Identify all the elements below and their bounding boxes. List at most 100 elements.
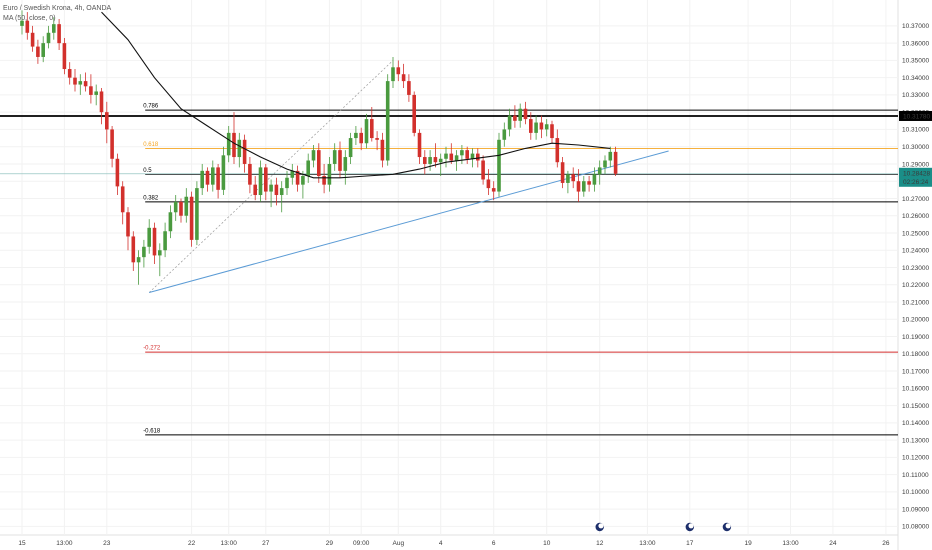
price-axis-bg <box>898 0 932 550</box>
candle-body <box>560 162 565 183</box>
candle-body <box>449 153 454 161</box>
candle-body <box>306 160 310 177</box>
candle-body <box>211 167 215 185</box>
candle-body <box>195 188 199 240</box>
current-price-tag <box>899 167 932 187</box>
candle-body <box>279 188 284 196</box>
y-tick-label: 10.22000 <box>902 282 929 289</box>
chart-legend: Euro / Swedish Krona, 4h, OANDA MA (50, … <box>3 4 111 24</box>
candle-body <box>110 129 114 159</box>
candle-body <box>343 157 348 171</box>
legend-indicator: MA (50, close, 0) <box>3 15 56 22</box>
x-tick-label: 27 <box>262 540 270 547</box>
candle-body <box>173 201 178 213</box>
candle-body <box>216 167 220 190</box>
candle-body <box>460 150 464 156</box>
event-marker-icon-highlight <box>688 523 694 529</box>
candle-body <box>52 24 56 33</box>
x-tick-label: 19 <box>744 540 752 547</box>
y-tick-label: 10.36000 <box>902 40 929 47</box>
legend-indicator-row: MA (50, close, 0) <box>3 14 111 24</box>
candle-body <box>502 129 507 140</box>
y-tick-label: 10.14000 <box>902 420 929 427</box>
candle-body <box>438 158 443 163</box>
candle-body <box>454 155 459 161</box>
candle-body <box>94 91 98 95</box>
x-tick-label: Aug <box>393 540 405 547</box>
candle-body <box>380 139 385 161</box>
candle-body <box>327 163 332 185</box>
candle-body <box>248 163 252 185</box>
y-tick-label: 10.15000 <box>902 403 929 410</box>
x-tick-label: 4 <box>439 540 443 547</box>
y-tick-label: 10.16000 <box>902 386 929 393</box>
candle-body <box>221 155 226 190</box>
y-tick-label: 10.08000 <box>902 524 929 531</box>
x-tick-label: 26 <box>882 540 890 547</box>
candle-body <box>370 119 374 139</box>
candle-body <box>152 227 157 256</box>
candle-body <box>295 170 300 185</box>
candle-body <box>147 227 151 247</box>
candle-body <box>359 132 363 144</box>
candle-body <box>433 157 438 163</box>
fib-level-label: 0.382 <box>143 195 159 201</box>
candle-body <box>301 176 305 185</box>
candle-body <box>332 150 337 164</box>
candle-body <box>242 139 247 164</box>
candle-body <box>507 115 512 130</box>
x-tick-label: 09:00 <box>353 540 370 547</box>
candle-body <box>83 81 88 87</box>
candle-body <box>550 124 554 139</box>
x-tick-label: 6 <box>492 540 496 547</box>
candle-body <box>226 132 231 156</box>
y-tick-label: 10.25000 <box>902 230 929 237</box>
candle-body <box>354 132 358 139</box>
x-tick-label: 24 <box>829 540 837 547</box>
candle-body <box>481 160 485 180</box>
current-price-label: 10.28428 <box>903 170 930 177</box>
candle-body <box>285 177 289 189</box>
candle-body <box>46 32 51 44</box>
y-tick-label: 10.11000 <box>902 472 929 479</box>
candle-body <box>205 170 210 185</box>
candle-body <box>534 122 538 133</box>
candle-body <box>30 32 35 47</box>
y-tick-label: 10.34000 <box>902 75 929 82</box>
candle-body <box>412 94 416 133</box>
x-tick-label: 13:00 <box>56 540 73 547</box>
candle-body <box>99 91 104 113</box>
candle-body <box>470 153 475 159</box>
candle-body <box>544 124 549 130</box>
candle-body <box>608 151 613 161</box>
candle-body <box>348 138 353 158</box>
y-tick-label: 10.20000 <box>902 317 929 324</box>
fib-level-label: -0.618 <box>143 428 161 434</box>
candle-body <box>200 170 204 189</box>
candle-body <box>513 115 517 121</box>
x-tick-label: 23 <box>103 540 111 547</box>
candle-body <box>115 158 120 187</box>
candle-body <box>465 150 469 159</box>
ma-50-line <box>101 11 611 179</box>
candle-body <box>407 81 411 95</box>
candle-body <box>232 132 236 158</box>
candle-body <box>78 81 83 85</box>
candle-body <box>592 174 597 185</box>
candle-body <box>274 184 279 196</box>
candle-body <box>184 196 189 216</box>
candle-body <box>317 150 321 177</box>
candle-body <box>62 43 67 70</box>
candle-body <box>258 167 263 196</box>
candle-body <box>428 157 432 164</box>
y-tick-label: 10.19000 <box>902 334 929 341</box>
candle-body <box>264 167 268 192</box>
candle-body <box>311 150 316 161</box>
candle-body <box>126 212 130 237</box>
candle-body <box>25 20 30 33</box>
candle-body <box>497 139 501 192</box>
candle-body <box>555 138 560 163</box>
y-tick-label: 10.30000 <box>902 144 929 151</box>
